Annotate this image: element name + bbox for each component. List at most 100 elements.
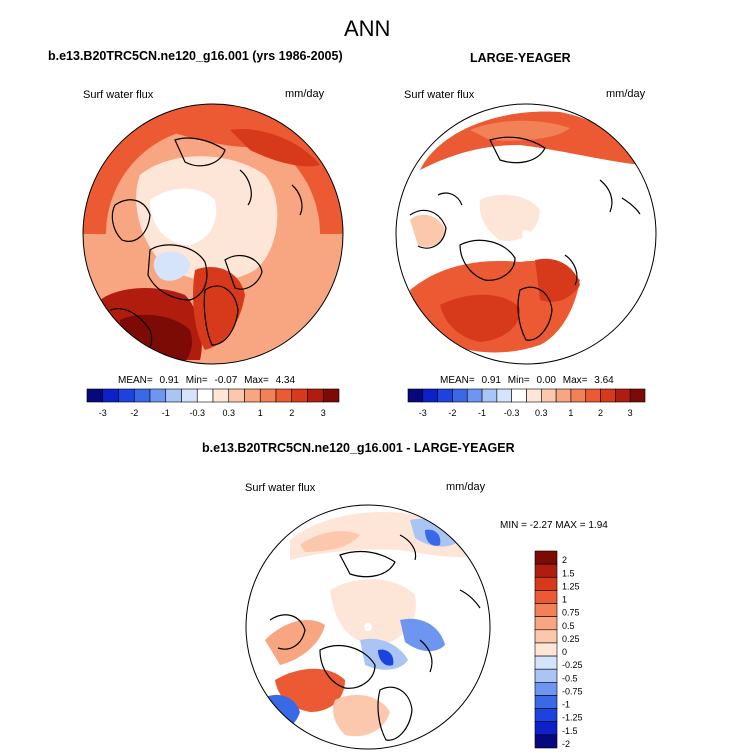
panel2-colorbar-swatch — [541, 388, 557, 403]
panel2-colorbar-tick-label: -2 — [448, 408, 456, 418]
panel2-colorbar-tick-label: 2 — [598, 408, 603, 418]
panel2-mean-label: MEAN= — [440, 375, 475, 386]
panel1-mean-label: MEAN= — [118, 375, 153, 386]
panel3-colorbar-tick-label: -2 — [562, 739, 570, 749]
panel1-title: b.e13.B20TRC5CN.ne120_g16.001 (yrs 1986-… — [48, 49, 343, 63]
panel2-max-label: Max= — [562, 375, 588, 386]
panel3-colorbar-tick-label: -1 — [562, 700, 570, 710]
panel1-mean-value: 0.91 — [159, 375, 179, 386]
panel2-colorbar-swatch — [615, 388, 631, 403]
panel3-colorbar-tick-label: -0.75 — [562, 686, 583, 696]
panel1-colorbar-swatch — [133, 388, 151, 403]
panel2-max-value: 3.64 — [594, 375, 614, 386]
panel3-colorbar-swatch — [534, 550, 558, 565]
panel3-colorbar-tick-label: 2 — [562, 555, 567, 565]
panel2-colorbar-tick-label: 3 — [628, 408, 633, 418]
panel1-variable-label: Surf water flux — [83, 89, 154, 101]
panel1-min-value: -0.07 — [214, 375, 238, 386]
panel3-variable-label: Surf water flux — [245, 482, 316, 494]
panel3-colorbar-swatch — [534, 629, 558, 644]
panel2-map — [395, 103, 657, 365]
panel2-colorbar-swatch — [452, 388, 468, 403]
panel1-colorbar-swatch — [259, 388, 277, 403]
panel3-colorbar-tick-label: -0.5 — [562, 673, 578, 683]
panel1-colorbar-tick-label: -1 — [162, 408, 170, 418]
panel3-colorbar-swatch — [534, 563, 558, 578]
panel1-colorbar-swatch — [307, 388, 324, 403]
panel1-colorbar-tick-label: 2 — [289, 408, 294, 418]
panel1-units-label: mm/day — [285, 88, 325, 100]
panel1-colorbar-swatch — [322, 388, 340, 403]
panel3-colorbar-swatch — [534, 721, 558, 736]
panel2-colorbar-tick-label: 0.3 — [535, 408, 548, 418]
panel3-colorbar-tick-label: 1 — [562, 595, 567, 605]
panel1-colorbar-tick-label: -2 — [130, 408, 138, 418]
panel1-colorbar-tick-label: 1 — [258, 408, 263, 418]
panel1-map — [82, 103, 344, 365]
panel3-colorbar-tick-label: 1.25 — [562, 581, 580, 591]
panel2-colorbar-swatch — [407, 388, 424, 403]
panel3-title: b.e13.B20TRC5CN.ne120_g16.001 - LARGE-YE… — [202, 441, 515, 455]
panel1-colorbar-swatch — [291, 388, 308, 403]
panel3-colorbar-tick-label: 0.75 — [562, 608, 580, 618]
panel1-stats: MEAN= 0.91 Min= -0.07 Max= 4.34 — [118, 375, 295, 386]
panel1-colorbar-swatch — [165, 388, 182, 403]
panel1-colorbar-swatch — [149, 388, 167, 403]
panel2-colorbar-swatch — [496, 388, 512, 403]
panel3-colorbar-tick-label: 0.25 — [562, 634, 580, 644]
panel2-colorbar-swatch — [511, 388, 527, 403]
panel2-colorbar-swatch — [629, 388, 646, 403]
panel3-colorbar-swatch — [534, 603, 558, 617]
panel2-colorbar-swatch — [585, 388, 601, 403]
panel3-colorbar-swatch — [534, 682, 558, 696]
panel3-colorbar-tick-label: 0 — [562, 647, 567, 657]
panel2-variable-label: Surf water flux — [404, 89, 475, 101]
panel2-min-label: Min= — [507, 375, 530, 386]
panel1-colorbar: -3 -2 -1 -0.3 0.3 1 2 3 — [86, 388, 340, 418]
panel2-colorbar: -3 -2 -1 -0.3 0.3 1 2 3 — [407, 388, 646, 418]
panel2-colorbar-swatch — [481, 388, 498, 403]
panel3-colorbar-swatch — [534, 616, 558, 631]
panel2-colorbar-tick-label: -3 — [419, 408, 427, 418]
panel2-title: LARGE-YEAGER — [470, 51, 571, 65]
panel1-colorbar-tick-label: -0.3 — [189, 408, 205, 418]
panel3-colorbar-tick-label: -0.25 — [562, 660, 583, 670]
panel3-colorbar-tick-label: 1.5 — [562, 568, 575, 578]
panel1-colorbar-swatch — [275, 388, 293, 403]
panel1-colorbar-swatch — [118, 388, 135, 403]
panel1-colorbar-swatch — [244, 388, 261, 403]
panel2-min-value: 0.00 — [536, 375, 556, 386]
panel1-min-label: Min= — [185, 375, 208, 386]
panel1-colorbar-swatch — [196, 388, 214, 403]
panel3-colorbar-swatch — [534, 668, 558, 683]
panel2-colorbar-swatch — [422, 388, 438, 403]
panel1-colorbar-swatch — [102, 388, 119, 403]
panel2-colorbar-tick-label: -1 — [478, 408, 486, 418]
panel2-colorbar-swatch — [437, 388, 453, 403]
panel3-colorbar-tick-label: -1.25 — [562, 713, 583, 723]
panel3-colorbar: 2 1.5 1.25 1 0.75 0.5 0.25 0 -0.25 -0.5 -0.75 -1 -1.… — [534, 550, 583, 749]
panel2-colorbar-swatch — [570, 388, 587, 403]
panel2-colorbar-swatch — [466, 388, 483, 403]
panel3-colorbar-swatch — [534, 590, 558, 604]
panel2-stats: MEAN= 0.91 Min= 0.00 Max= 3.64 — [440, 375, 614, 386]
panel1-colorbar-swatch — [86, 388, 104, 403]
panel3-colorbar-tick-label: -1.5 — [562, 726, 578, 736]
panel1-colorbar-tick-label: -3 — [99, 408, 107, 418]
panel2-colorbar-tick-label: 1 — [568, 408, 573, 418]
panel1-colorbar-swatch — [181, 388, 198, 403]
panel2-colorbar-tick-label: -0.3 — [504, 408, 520, 418]
panel3-units-label: mm/day — [446, 481, 486, 493]
main-title: ANN — [344, 16, 391, 41]
panel3-colorbar-swatch — [534, 655, 558, 670]
panel1-colorbar-swatch — [228, 388, 245, 403]
panel1-max-value: 4.34 — [275, 375, 296, 386]
panel2-colorbar-swatch — [526, 388, 542, 403]
panel1-max-label: Max= — [244, 375, 269, 386]
panel3-colorbar-swatch — [534, 695, 558, 709]
panel3-colorbar-swatch — [534, 576, 558, 591]
panel1-colorbar-tick-label: 0.3 — [222, 408, 235, 418]
panel3-colorbar-tick-label: 0.5 — [562, 621, 575, 631]
panel2-colorbar-swatch — [555, 388, 572, 403]
